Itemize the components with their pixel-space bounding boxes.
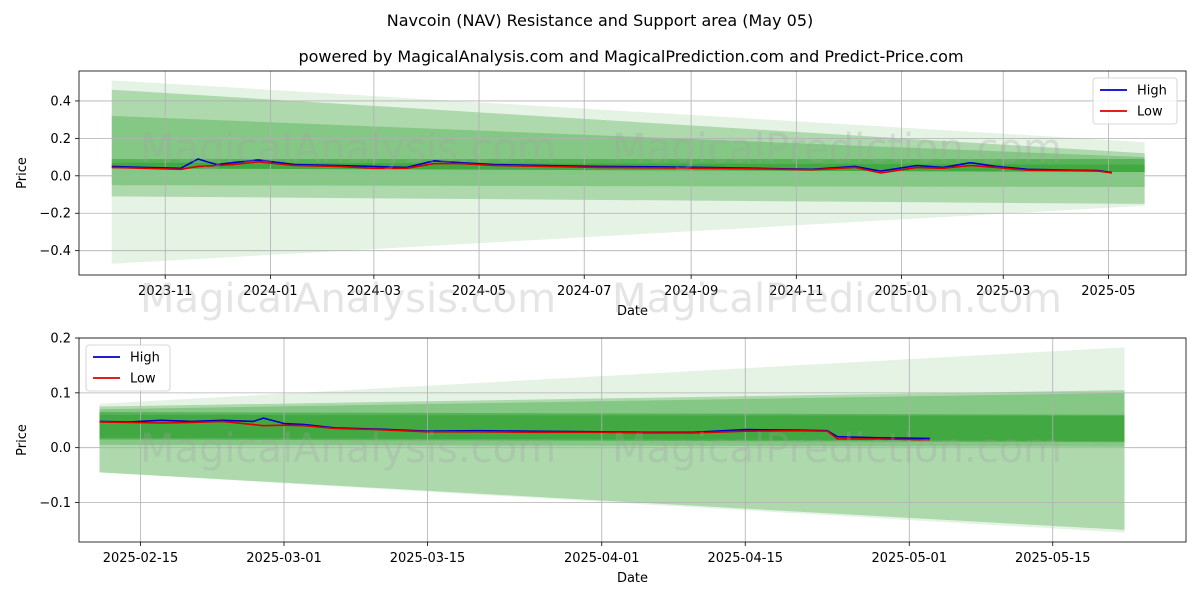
x-tick-label: 2025-05-15 [1015,551,1091,566]
watermarks: MagicalAnalysis.com MagicalPrediction.com… [140,126,1062,472]
series-lines [99,417,930,441]
x-tick-label: 2025-02-15 [103,551,179,566]
plot-frame [78,337,1187,543]
x-tick-label: 2025-03-15 [390,551,466,566]
series-lines [111,158,1113,174]
y-tick-label: 0.2 [50,332,71,347]
legend: High Low [85,344,171,392]
chart-panel-2: 2025-02-15 2025-03-01 2025-03-15 2025-04-01… [15,332,1187,586]
legend-label-high: High [1137,84,1167,99]
y-tick-label: 0.0 [50,169,71,184]
watermark-text: MagicalPrediction.com [612,276,1062,322]
legend-label-high: High [130,351,160,366]
watermark-text: MagicalPrediction.com [612,426,1062,472]
watermark-text: MagicalPrediction.com [612,126,1062,172]
watermark-text: MagicalAnalysis.com [140,126,556,172]
legend: High Low [1092,77,1178,125]
watermark-text: MagicalAnalysis.com [140,426,556,472]
series-line-low [99,420,930,441]
x-tick-label: 2025-04-15 [707,551,783,566]
x-tick-label: 2025-04-01 [564,551,640,566]
y-axis-label: Price [15,424,30,456]
plot-frame [78,70,1187,276]
x-tick-label: 2025-01 [874,284,928,299]
prediction-band [111,89,1145,204]
y-tick-label: −0.2 [39,207,71,222]
x-tick-label: 2025-05 [1081,284,1135,299]
x-tick-label: 2025-03 [976,284,1030,299]
y-tick-label: 0.2 [50,132,71,147]
x-tick-label: 2024-01 [243,284,297,299]
watermark-text: MagicalAnalysis.com [140,276,556,322]
legend-label-low: Low [1137,105,1163,120]
grid-lines [79,71,1186,275]
x-tick-label: 2024-05 [452,284,506,299]
chart-subtitle: powered by MagicalAnalysis.com and Magic… [298,47,963,66]
y-tick-label: −0.1 [39,496,71,511]
series-line-low [111,161,1113,174]
x-axis-label: Date [617,571,648,586]
y-axis-label: Price [15,157,30,189]
series-line-high [111,158,1113,174]
prediction-bands [99,347,1125,533]
x-tick-label: 2024-11 [769,284,823,299]
x-tick-label: 2023-11 [138,284,192,299]
y-tick-label: 0.0 [50,441,71,456]
prediction-band [111,80,1145,264]
chart-title: Navcoin (NAV) Resistance and Support are… [387,11,814,30]
y-tick-label: −0.4 [39,244,71,259]
x-tick-label: 2025-03-01 [246,551,322,566]
prediction-band [99,414,1125,442]
x-tick-label: 2025-05-01 [871,551,947,566]
prediction-bands [111,80,1145,264]
legend-label-low: Low [130,372,156,387]
chart-panel-1: 2023-11 2024-01 2024-03 2024-05 2024-07 2024-… [15,70,1187,319]
x-tick-label: 2024-09 [664,284,718,299]
x-tick-label: 2024-07 [557,284,611,299]
x-axis-label: Date [617,304,648,319]
y-tick-label: 0.4 [50,94,71,109]
y-tick-label: 0.1 [50,386,71,401]
x-tick-label: 2024-03 [347,284,401,299]
